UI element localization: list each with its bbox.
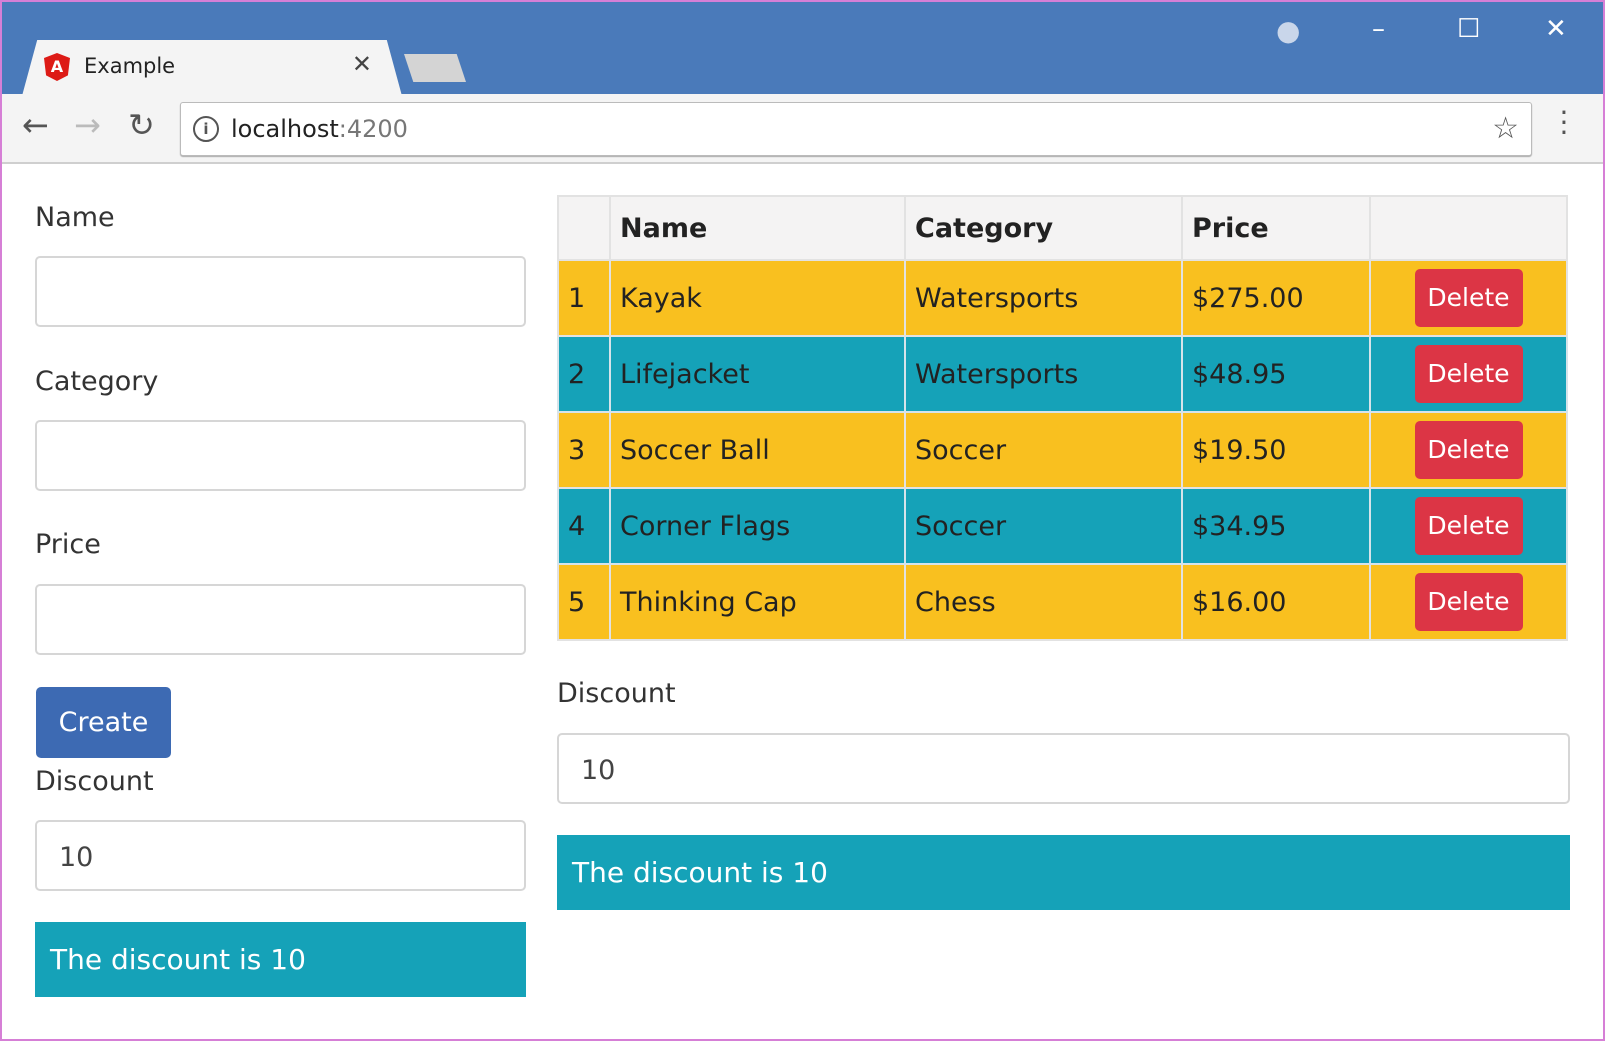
right-discount-message: The discount is 10 bbox=[557, 835, 1570, 910]
row-category: Watersports bbox=[904, 259, 1183, 337]
row-index: 1 bbox=[557, 259, 611, 337]
delete-button[interactable]: Delete bbox=[1414, 421, 1523, 479]
right-discount-label: Discount bbox=[557, 678, 676, 709]
menu-icon[interactable]: · · · bbox=[1559, 96, 1569, 149]
angular-logo-icon: A bbox=[44, 53, 70, 81]
table-row: 4 Corner Flags Soccer $34.95 Delete bbox=[557, 487, 1568, 565]
delete-button[interactable]: Delete bbox=[1414, 345, 1523, 403]
row-category: Chess bbox=[904, 563, 1183, 641]
row-price: $16.00 bbox=[1181, 563, 1371, 641]
products-table: Name Category Price 1 Kayak Watersports $27… bbox=[557, 195, 1568, 641]
row-actions: Delete bbox=[1369, 563, 1568, 641]
row-category: Watersports bbox=[904, 335, 1183, 413]
table-row: 1 Kayak Watersports $275.00 Delete bbox=[557, 259, 1568, 337]
price-label: Price bbox=[35, 529, 101, 560]
browser-tab[interactable]: A Example ✕ bbox=[22, 40, 402, 96]
discount-message: The discount is 10 bbox=[35, 922, 526, 997]
row-category: Soccer bbox=[904, 411, 1183, 489]
tab-title: Example bbox=[84, 54, 176, 78]
row-name: Kayak bbox=[609, 259, 906, 337]
name-label: Name bbox=[35, 202, 115, 233]
name-input[interactable] bbox=[35, 256, 526, 327]
row-name: Corner Flags bbox=[609, 487, 906, 565]
star-icon[interactable]: ☆ bbox=[1492, 111, 1519, 146]
reload-icon[interactable]: ↻ bbox=[128, 106, 155, 144]
back-icon[interactable]: ← bbox=[22, 106, 49, 144]
browser-toolbar: ← → ↻ i localhost:4200 ☆ · · · bbox=[0, 94, 1605, 164]
row-actions: Delete bbox=[1369, 335, 1568, 413]
row-index: 4 bbox=[557, 487, 611, 565]
delete-button[interactable]: Delete bbox=[1414, 573, 1523, 631]
header-price: Price bbox=[1181, 195, 1371, 261]
row-name: Soccer Ball bbox=[609, 411, 906, 489]
row-name: Thinking Cap bbox=[609, 563, 906, 641]
header-index bbox=[557, 195, 611, 261]
header-actions bbox=[1369, 195, 1568, 261]
url-text: localhost:4200 bbox=[231, 115, 408, 143]
header-category: Category bbox=[904, 195, 1183, 261]
right-discount-input[interactable]: 10 bbox=[557, 733, 1570, 804]
discount-input[interactable]: 10 bbox=[35, 820, 526, 891]
category-label: Category bbox=[35, 366, 159, 397]
delete-button[interactable]: Delete bbox=[1414, 269, 1523, 327]
row-actions: Delete bbox=[1369, 487, 1568, 565]
url-port: :4200 bbox=[338, 115, 408, 143]
address-bar[interactable]: i localhost:4200 ☆ bbox=[180, 102, 1532, 156]
row-index: 2 bbox=[557, 335, 611, 413]
row-price: $275.00 bbox=[1181, 259, 1371, 337]
info-icon[interactable]: i bbox=[193, 116, 219, 142]
table-row: 3 Soccer Ball Soccer $19.50 Delete bbox=[557, 411, 1568, 489]
price-input[interactable] bbox=[35, 584, 526, 655]
tab-close-icon[interactable]: ✕ bbox=[351, 50, 372, 78]
table-header-row: Name Category Price bbox=[557, 195, 1568, 261]
minimize-icon[interactable]: – bbox=[1372, 14, 1385, 44]
row-actions: Delete bbox=[1369, 259, 1568, 337]
row-index: 5 bbox=[557, 563, 611, 641]
create-button[interactable]: Create bbox=[36, 687, 171, 758]
row-price: $34.95 bbox=[1181, 487, 1371, 565]
delete-button[interactable]: Delete bbox=[1414, 497, 1523, 555]
header-name: Name bbox=[609, 195, 906, 261]
new-tab-button[interactable] bbox=[404, 54, 466, 82]
table-row: 2 Lifejacket Watersports $48.95 Delete bbox=[557, 335, 1568, 413]
account-icon[interactable]: ● bbox=[1276, 14, 1301, 47]
row-category: Soccer bbox=[904, 487, 1183, 565]
title-bar: A Example ✕ ● – ☐ ✕ bbox=[0, 0, 1605, 96]
url-host: localhost bbox=[231, 115, 339, 143]
table-row: 5 Thinking Cap Chess $16.00 Delete bbox=[557, 563, 1568, 641]
row-name: Lifejacket bbox=[609, 335, 906, 413]
discount-label: Discount bbox=[35, 766, 154, 797]
maximize-icon[interactable]: ☐ bbox=[1457, 14, 1481, 44]
forward-icon[interactable]: → bbox=[74, 106, 101, 144]
row-price: $19.50 bbox=[1181, 411, 1371, 489]
row-index: 3 bbox=[557, 411, 611, 489]
close-icon[interactable]: ✕ bbox=[1545, 14, 1567, 44]
row-price: $48.95 bbox=[1181, 335, 1371, 413]
row-actions: Delete bbox=[1369, 411, 1568, 489]
category-input[interactable] bbox=[35, 420, 526, 491]
